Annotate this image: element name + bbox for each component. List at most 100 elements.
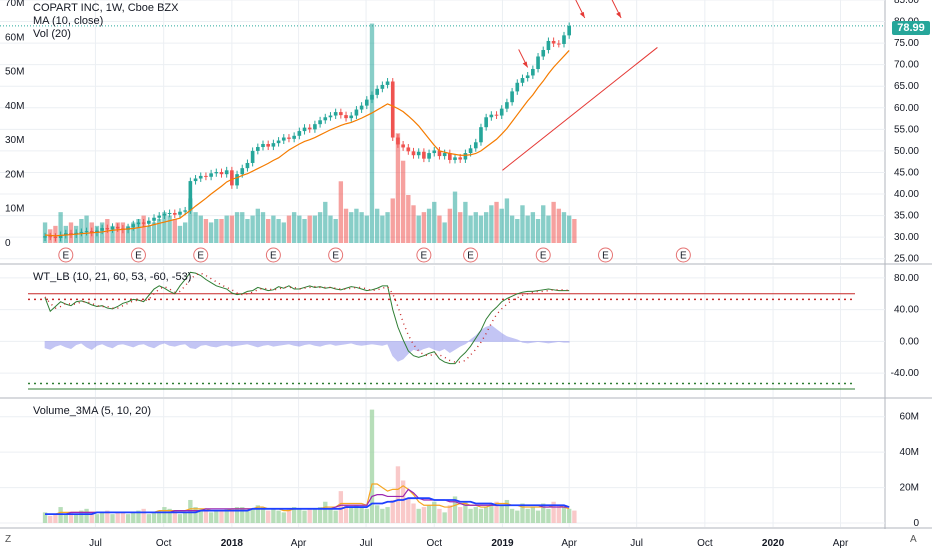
v3-volume-bar bbox=[541, 503, 546, 523]
v3-volume-bar bbox=[525, 508, 530, 523]
volume-bar bbox=[442, 222, 447, 243]
candle-body bbox=[147, 220, 151, 224]
volume-bar bbox=[115, 222, 120, 243]
candle-body bbox=[494, 114, 499, 116]
candle-body bbox=[198, 175, 203, 179]
candle-body bbox=[489, 114, 494, 118]
v3-volume-bar bbox=[302, 510, 307, 523]
volume-bar bbox=[572, 219, 577, 243]
v3-volume-bar bbox=[411, 503, 416, 523]
volume-bar bbox=[520, 205, 525, 243]
candle-body bbox=[100, 228, 104, 231]
v3-volume-bar bbox=[115, 512, 120, 523]
candle-body bbox=[333, 112, 338, 116]
candle-body bbox=[256, 147, 260, 151]
y-tick-label: 35.00 bbox=[894, 211, 919, 222]
candle-body bbox=[302, 127, 307, 132]
volume-bar bbox=[234, 212, 240, 243]
zoom-button[interactable]: Z bbox=[5, 534, 12, 545]
x-tick-label: 2018 bbox=[221, 538, 244, 549]
volume-tick-label: 20M bbox=[5, 169, 24, 180]
annotation-arrow-head bbox=[616, 11, 622, 18]
volume-bar bbox=[182, 222, 188, 243]
volume-bar bbox=[551, 201, 556, 243]
candle-body bbox=[396, 137, 400, 145]
volume-bar bbox=[167, 215, 172, 243]
volume-bar bbox=[354, 208, 359, 243]
volume-bar bbox=[297, 215, 302, 243]
wt1-line bbox=[44, 271, 570, 365]
v3-volume-bar bbox=[338, 491, 344, 523]
v3-volume-bar bbox=[240, 507, 245, 523]
volume-bar bbox=[406, 195, 411, 243]
candle-body bbox=[69, 233, 73, 235]
volume-bar bbox=[541, 205, 546, 243]
wt-tick-label: 0.00 bbox=[900, 336, 920, 347]
v3-volume-bar bbox=[452, 496, 458, 523]
v3-volume-bar bbox=[79, 510, 84, 523]
v3-volume-bar bbox=[561, 507, 567, 523]
v3-volume-bar bbox=[395, 466, 401, 523]
v3-volume-bar bbox=[364, 508, 369, 523]
v3-volume-bar bbox=[483, 507, 489, 523]
candle-body bbox=[141, 222, 146, 224]
annotation-arrow-head bbox=[522, 61, 528, 68]
v3-volume-bar bbox=[63, 514, 68, 523]
candle-body bbox=[188, 181, 193, 211]
volume-bar bbox=[494, 201, 499, 243]
candle-body bbox=[562, 35, 566, 44]
candle-body bbox=[551, 40, 556, 44]
earnings-marker-label: E bbox=[332, 251, 339, 262]
v3-volume-bar bbox=[224, 508, 229, 523]
candle-body bbox=[463, 153, 468, 160]
wt-histogram-area bbox=[44, 325, 570, 362]
v3-volume-bar bbox=[110, 514, 115, 523]
volume-bar bbox=[151, 222, 157, 243]
candle-body bbox=[567, 25, 572, 36]
v3-volume-bar bbox=[219, 510, 224, 523]
candle-body bbox=[292, 135, 296, 139]
candle-body bbox=[473, 142, 478, 149]
v3-volume-bar bbox=[530, 507, 536, 523]
v3-tick-label: 40M bbox=[900, 447, 919, 458]
v3-volume-bar bbox=[489, 503, 494, 523]
volume-bar bbox=[42, 222, 48, 243]
candle-body bbox=[411, 151, 416, 156]
v3-volume-bar bbox=[120, 512, 126, 523]
volume-tick-label: 40M bbox=[5, 101, 24, 112]
volume-bar bbox=[567, 215, 572, 243]
volume-bar bbox=[328, 215, 333, 243]
earnings-marker bbox=[675, 247, 691, 263]
v3-volume-bar bbox=[266, 510, 271, 523]
volume-bar bbox=[380, 215, 385, 243]
volume-bar bbox=[535, 219, 541, 243]
symbol-title: COPART INC, 1W, Cboe BZX bbox=[33, 2, 179, 14]
candle-body bbox=[349, 115, 354, 119]
volume-bar bbox=[478, 215, 484, 243]
volume-bar bbox=[369, 23, 375, 244]
x-tick-label: 2020 bbox=[762, 538, 785, 549]
ma-legend: MA (10, close) bbox=[33, 15, 104, 27]
volume-bar bbox=[421, 212, 427, 243]
wt-tick-label: 40.00 bbox=[894, 305, 919, 316]
auto-scale-button[interactable]: A bbox=[910, 534, 917, 545]
ma-line bbox=[45, 50, 570, 237]
candle-body bbox=[276, 140, 281, 144]
candle-body bbox=[505, 102, 509, 109]
candle-body bbox=[401, 144, 405, 148]
v3-volume-bar bbox=[426, 505, 432, 523]
v3-volume-bar bbox=[208, 512, 214, 523]
v3-volume-bar bbox=[141, 508, 146, 523]
y-tick-label: 75.00 bbox=[894, 38, 919, 49]
v3-volume-bar bbox=[291, 507, 297, 523]
volume-bar bbox=[281, 222, 286, 243]
candle-body bbox=[105, 228, 110, 230]
v3-volume-bar bbox=[478, 508, 484, 523]
volume-bar bbox=[515, 219, 520, 243]
v3-volume-bar bbox=[442, 512, 447, 523]
candle-body bbox=[442, 153, 447, 157]
v3-volume-bar bbox=[535, 510, 541, 523]
earnings-marker-label: E bbox=[602, 251, 609, 262]
candle-body bbox=[323, 117, 328, 121]
